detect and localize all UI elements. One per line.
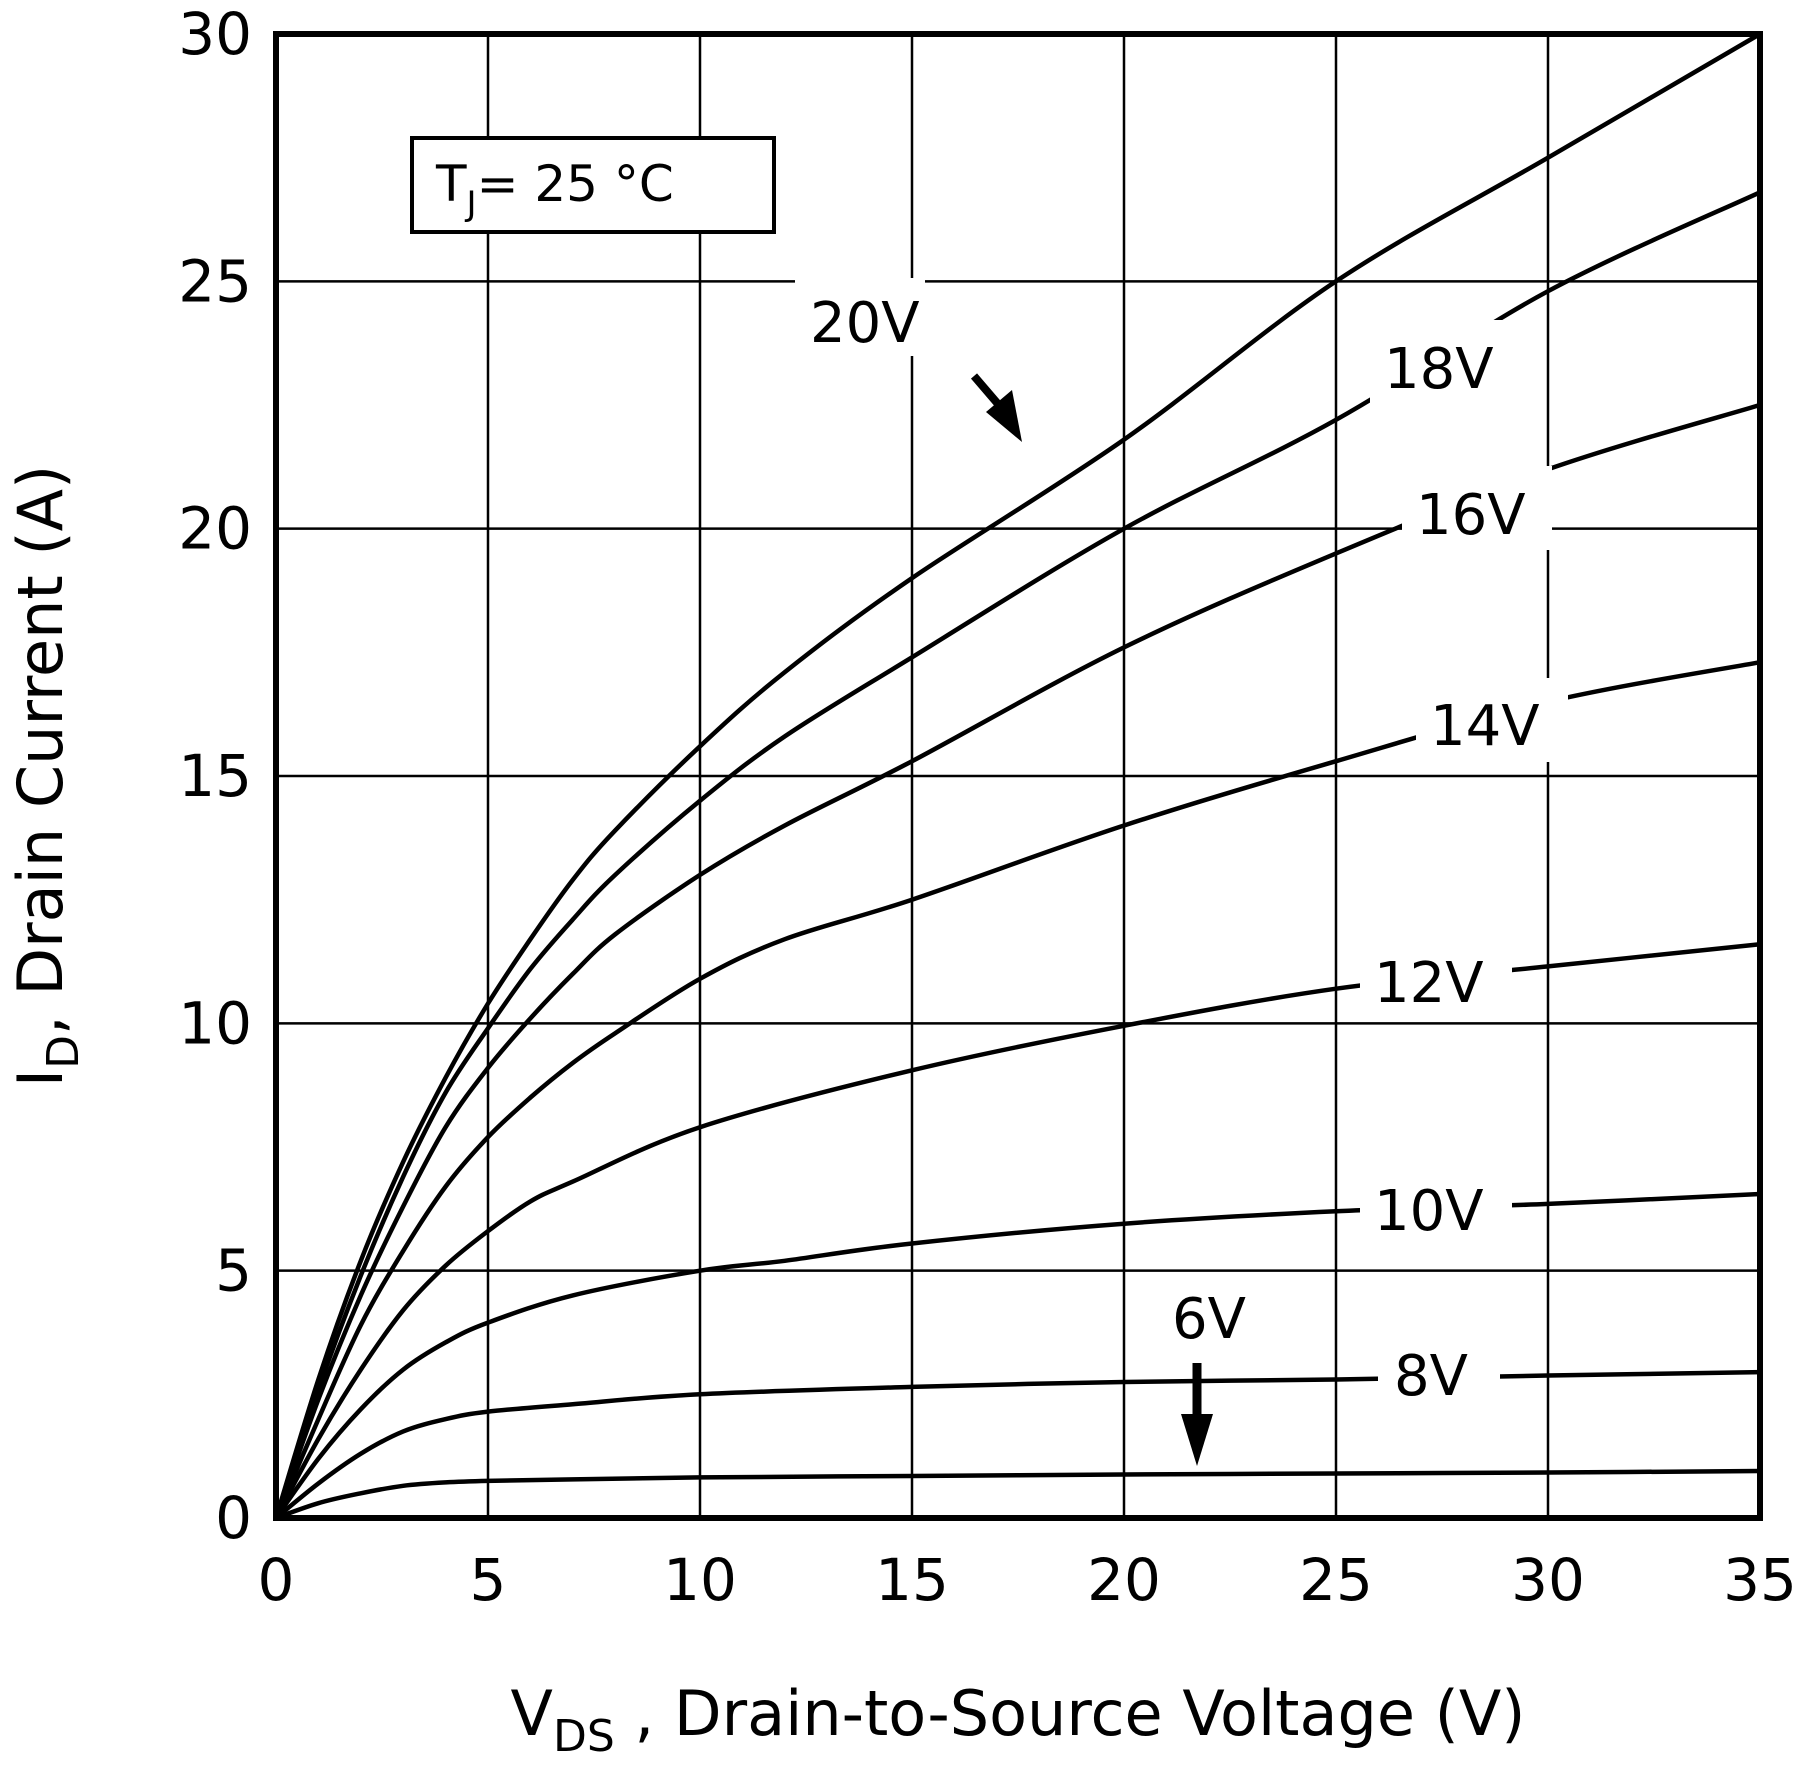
curve-label-14v: 14V	[1430, 694, 1540, 759]
curve-label-10v: 10V	[1374, 1179, 1484, 1244]
temperature-annotation: TJ= 25 °C	[410, 136, 776, 234]
curve-10v	[274, 1191, 1761, 1520]
label-gap-2	[1402, 466, 1552, 550]
label-gap-5	[1360, 1164, 1512, 1248]
y-tick-label-25: 25	[178, 247, 252, 315]
annotation-rest: = 25 °C	[477, 155, 674, 213]
x-axis-title-sub: DS	[553, 1711, 615, 1762]
curve-20v	[273, 32, 1762, 1519]
curve-label-16v: 16V	[1416, 483, 1526, 548]
curve-label-18v: 18V	[1384, 337, 1494, 402]
y-tick-label-30: 30	[178, 0, 252, 68]
y-axis-title-rest: , Drain Current (A)	[4, 465, 77, 1035]
label-gap-3	[1416, 678, 1568, 762]
x-axis-title: VDS , Drain-to-Source Voltage (V)	[511, 1677, 1526, 1762]
curve-6v	[275, 1468, 1761, 1521]
curve-14v	[273, 659, 1761, 1519]
y-axis-title-sub: D	[38, 1035, 89, 1069]
label-gap-4	[1360, 936, 1512, 1020]
label-gap-1	[1370, 320, 1518, 404]
curve-label-12v: 12V	[1374, 951, 1484, 1016]
curve-16v	[273, 402, 1761, 1519]
x-tick-label-0: 0	[258, 1546, 295, 1614]
label-gap-6	[1378, 1330, 1500, 1410]
x-axis-title-rest: , Drain-to-Source Voltage (V)	[615, 1677, 1526, 1750]
annotation-sub: J	[465, 184, 477, 224]
y-tick-label-0: 0	[215, 1484, 252, 1552]
curve-label-20v: 20V	[810, 291, 920, 356]
label-gaps	[795, 278, 1568, 1410]
y-tick-label-10: 10	[178, 989, 252, 1057]
curve-label-6v: 6V	[1172, 1287, 1246, 1352]
y-axis-title: ID, Drain Current (A)	[4, 465, 89, 1087]
x-tick-label-25: 25	[1299, 1546, 1373, 1614]
arrow-20v	[970, 373, 1022, 442]
curve-label-8v: 8V	[1394, 1344, 1468, 1409]
svg-text:TJ= 25 °C: TJ= 25 °C	[435, 155, 674, 224]
x-tick-label-15: 15	[875, 1546, 949, 1614]
y-tick-label-15: 15	[178, 742, 252, 810]
grid	[276, 34, 1760, 1518]
label-gap-0	[795, 278, 925, 356]
arrow-6v	[1181, 1363, 1213, 1466]
y-tick-label-5: 5	[215, 1237, 252, 1305]
x-tick-label-10: 10	[663, 1546, 737, 1614]
y-tick-labels: 0 5 10 15 20 25 30	[178, 0, 252, 1552]
x-tick-label-5: 5	[470, 1546, 507, 1614]
curve-8v	[274, 1369, 1761, 1520]
x-axis-title-main: V	[511, 1677, 553, 1750]
x-tick-label-20: 20	[1087, 1546, 1161, 1614]
x-tick-labels: 0 5 10 15 20 25 30 35	[258, 1546, 1797, 1614]
x-tick-label-30: 30	[1511, 1546, 1585, 1614]
x-tick-label-35: 35	[1723, 1546, 1797, 1614]
curve-18v	[273, 190, 1761, 1519]
annotation-main: T	[435, 155, 467, 213]
plot-frame	[273, 31, 1763, 1521]
y-tick-label-20: 20	[178, 495, 252, 563]
y-axis-title-main: I	[4, 1069, 77, 1087]
